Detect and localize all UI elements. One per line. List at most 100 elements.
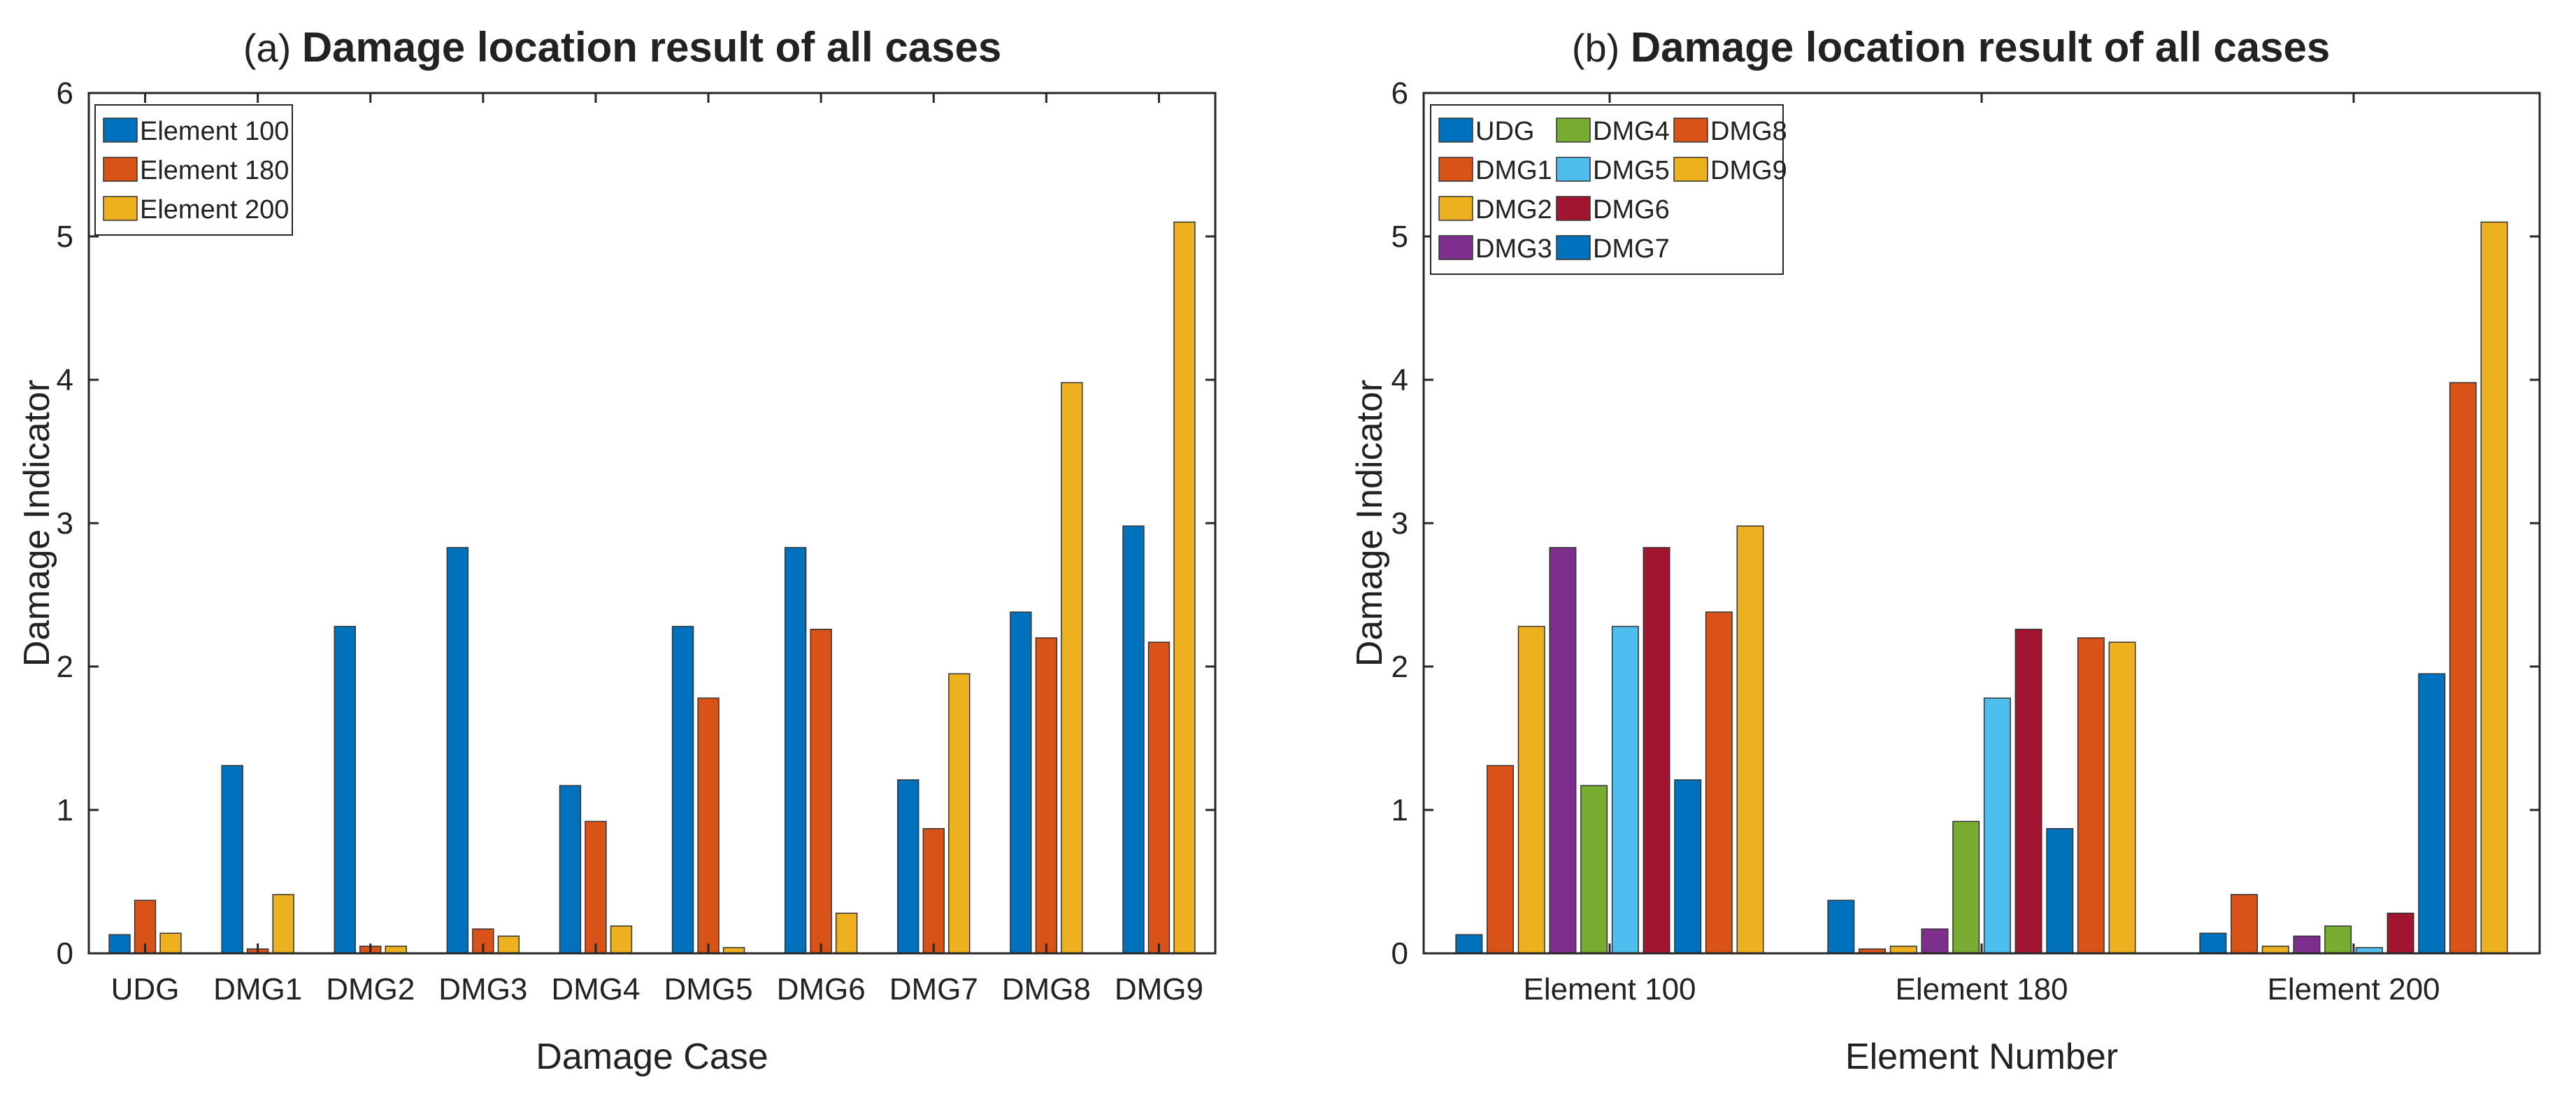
legend-label: Element 100	[140, 117, 289, 146]
legend-swatch	[103, 118, 138, 143]
bar-element-200-dmg9	[1173, 221, 1196, 954]
bar-element-100-dmg9	[1122, 525, 1145, 954]
legend-label: DMG3	[1475, 234, 1552, 264]
bar-element-200-dmg4	[610, 925, 633, 954]
legend-label: DMG7	[1593, 234, 1670, 264]
y-tick-label: 0	[1391, 937, 1408, 971]
bar-element-180-dmg8	[1035, 637, 1058, 954]
bar-dmg5-element-180	[1983, 697, 2011, 954]
legend-label: DMG1	[1475, 156, 1552, 185]
bar-dmg1-element-200	[2231, 894, 2259, 954]
bar-element-180-dmg5	[697, 697, 720, 954]
x-axis-label: Element Number	[1845, 1037, 2118, 1077]
bar-dmg2-element-100	[1517, 625, 1545, 954]
bar-element-200-dmg3	[497, 935, 520, 954]
legend-swatch	[1438, 196, 1473, 221]
y-tick-label: 3	[57, 506, 73, 541]
bar-element-100-dmg6	[784, 547, 807, 954]
panel-label: (a)	[243, 26, 302, 70]
bar-element-100-dmg1	[221, 764, 243, 954]
y-tick-label: 1	[1391, 793, 1408, 827]
legend: Element 100 Element 180 Element 200	[94, 104, 293, 236]
bar-dmg4-element-200	[2324, 925, 2352, 954]
bar-element-100-udg	[108, 934, 131, 954]
legend-label: UDG	[1475, 117, 1534, 146]
bar-element-200-dmg1	[272, 894, 294, 954]
bar-dmg6-element-200	[2387, 912, 2414, 954]
legend-swatch	[1673, 118, 1708, 143]
bar-element-100-dmg2	[334, 625, 356, 954]
y-tick-label: 5	[57, 220, 73, 254]
bar-element-200-dmg6	[835, 912, 858, 954]
chart-title-text: Damage location result of all cases	[1631, 24, 2330, 71]
legend-swatch	[1556, 157, 1591, 182]
y-tick-label: 5	[1391, 220, 1408, 254]
legend-item-dmg7: DMG7	[1556, 234, 1670, 264]
bar-udg-element-200	[2199, 932, 2227, 954]
legend-item-dmg3: DMG3	[1438, 234, 1552, 264]
legend-label: Element 200	[140, 195, 289, 225]
legend-swatch	[1556, 196, 1591, 221]
legend-item-dmg4: DMG4	[1556, 117, 1670, 146]
legend-swatch	[1438, 157, 1473, 182]
bar-dmg8-element-200	[2449, 382, 2477, 954]
x-tick-label: DMG1	[213, 972, 302, 1006]
y-tick-label: 2	[57, 650, 73, 684]
x-tick-label: DMG8	[1002, 972, 1091, 1006]
y-tick-label: 6	[57, 76, 73, 111]
x-axis-label: Damage Case	[536, 1037, 768, 1077]
bar-udg-element-180	[1827, 899, 1855, 954]
legend-item-dmg9: DMG9	[1673, 156, 1787, 185]
x-tick-label: DMG5	[664, 972, 752, 1006]
bar-element-200-dmg8	[1061, 382, 1083, 954]
legend-item-dmg6: DMG6	[1556, 195, 1670, 225]
x-tick-label: UDG	[111, 972, 180, 1006]
x-tick-label: DMG9	[1115, 972, 1203, 1006]
chart-title: (b) Damage location result of all cases	[1572, 24, 2330, 71]
legend-item-element-180: Element 180	[103, 156, 289, 185]
bar-element-180-dmg4	[585, 820, 607, 954]
legend-swatch	[1438, 235, 1473, 260]
bar-element-200-dmg7	[948, 673, 971, 954]
x-tick-label: DMG2	[326, 972, 415, 1006]
legend-swatch	[1556, 118, 1591, 143]
bar-dmg7-element-180	[2046, 827, 2074, 954]
chart-panel-b: (b) Damage location result of all cases 0…	[1350, 24, 2541, 1077]
legend-label: DMG8	[1710, 117, 1787, 146]
x-tick-label: Element 100	[1523, 972, 1696, 1006]
bar-dmg6-element-100	[1643, 547, 1670, 954]
legend-label: DMG6	[1593, 195, 1670, 225]
legend-swatch	[1673, 157, 1708, 182]
bar-dmg3-element-180	[1921, 928, 1949, 954]
x-tick-label: Element 180	[1895, 972, 2068, 1006]
y-tick-label: 4	[57, 363, 73, 397]
legend-swatch	[103, 196, 138, 221]
legend-item-element-100: Element 100	[103, 117, 289, 146]
bar-dmg4-element-180	[1952, 820, 1980, 954]
y-tick-label: 1	[57, 793, 73, 827]
legend-label: DMG4	[1593, 117, 1670, 146]
y-axis-label: Damage Indicator	[1350, 380, 1390, 667]
x-tick-label: DMG3	[438, 972, 527, 1006]
legend-label: DMG9	[1710, 156, 1787, 185]
y-tick-label: 0	[57, 937, 73, 971]
bar-dmg4-element-100	[1580, 785, 1608, 954]
bar-element-100-dmg5	[671, 625, 694, 954]
bar-dmg8-element-180	[2077, 637, 2105, 954]
bar-element-100-dmg3	[446, 547, 469, 954]
bar-dmg5-element-100	[1611, 625, 1639, 954]
bar-dmg3-element-100	[1549, 547, 1577, 954]
bar-element-200-udg	[159, 932, 182, 954]
legend-item-udg: UDG	[1438, 117, 1534, 146]
legend-swatch	[1438, 118, 1473, 143]
y-tick-label: 6	[1391, 76, 1408, 111]
x-tick-label: DMG6	[777, 972, 866, 1006]
legend-swatch	[103, 157, 138, 182]
legend-label: DMG5	[1593, 156, 1670, 185]
bar-dmg1-element-100	[1487, 764, 1515, 954]
legend-swatch	[1556, 235, 1591, 260]
legend-item-dmg8: DMG8	[1673, 117, 1787, 146]
x-tick-label: DMG4	[551, 972, 640, 1006]
